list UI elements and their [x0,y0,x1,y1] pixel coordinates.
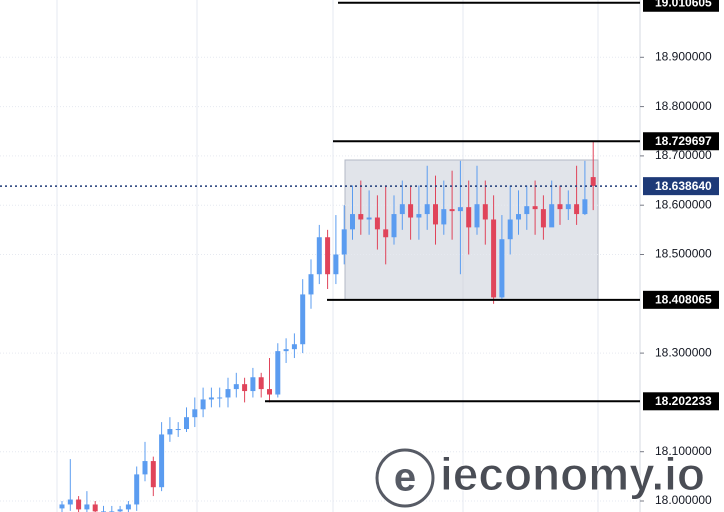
candle-body [433,204,438,225]
candle-body [549,204,555,228]
candle-body [159,434,165,488]
watermark-logo [375,448,435,508]
candle-body [175,429,181,431]
y-tick-label: 18.300000 [655,345,712,359]
price-label: 18.202233 [655,394,712,408]
candle-body [67,499,73,505]
candle-body [474,204,480,228]
candle-body [391,214,397,238]
candle-body [233,384,239,390]
candle-body [557,204,563,210]
price-label: 19.010605 [655,0,712,9]
candle-body [383,229,389,238]
candle-body [184,417,189,430]
range-box [344,159,599,301]
candle-body [441,209,447,225]
price-label-box [643,392,719,411]
candle-body [267,389,272,395]
candle-body [341,229,347,255]
candle-body [374,217,380,230]
candle-body [507,219,513,240]
candle-body [192,409,198,418]
candle-body [582,199,588,215]
plot [0,1,640,512]
candle-body [366,217,372,220]
candle-body [275,351,281,395]
candle-body [408,204,414,218]
candle-body [308,274,314,295]
candle-body [358,214,364,220]
y-tick-label: 18.700000 [655,148,712,162]
candle-body [574,204,580,215]
candle-body [59,504,65,509]
candle-body [76,499,82,510]
candle-body [225,389,231,398]
candle-body [499,239,505,298]
candle-body [457,207,463,212]
candle-body [524,206,530,215]
candle-body [316,237,322,275]
watermark: e ieconomy.io [375,448,705,508]
candle-body [283,349,289,352]
candle-body [540,209,546,228]
candle-body [516,214,521,220]
candle-body [242,384,248,392]
candle-body [333,254,339,275]
candle-body [416,214,422,218]
candle-body [532,206,538,210]
y-tick-label: 18.100000 [655,444,712,458]
watermark-logo-glyph: e [394,456,416,500]
candle-body [142,461,148,475]
y-tick-label: 18.800000 [655,99,712,113]
y-tick-label: 18.900000 [655,49,712,63]
y-tick-label: 18.600000 [655,197,712,211]
y-tick-label: 18.500000 [655,247,712,261]
price-label-box [643,290,719,309]
price-label-box [643,132,719,151]
candle-body [208,397,214,400]
candle-body [350,214,355,230]
current-price-label: 18.638640 [655,179,712,193]
candle-body [325,237,331,275]
price-label: 18.408065 [655,292,712,306]
watermark-text: ieconomy.io [440,448,705,500]
candle-body [491,219,497,298]
candle-body [92,504,98,512]
candle-body [399,204,405,215]
candle-body [250,377,256,392]
candle-body [117,509,123,512]
candle-body [466,207,472,228]
candle-body [482,204,488,220]
candle-body [258,377,264,390]
candle-body [134,474,140,505]
current-price-box [643,177,719,196]
candle-body [217,397,223,399]
candle-body [200,399,206,410]
candle-body [125,504,131,510]
candle-body [167,429,173,435]
candle-body [424,204,430,215]
candle-body [84,504,90,510]
price-label-box [643,0,719,12]
price-label: 18.729697 [655,134,712,148]
candle-body [590,177,596,186]
candle-body [565,204,571,210]
candle-body [449,209,455,212]
candle-body [291,344,297,350]
candle-body [150,461,156,488]
y-tick-label: 18.000000 [655,493,712,507]
candle-body [300,294,306,345]
